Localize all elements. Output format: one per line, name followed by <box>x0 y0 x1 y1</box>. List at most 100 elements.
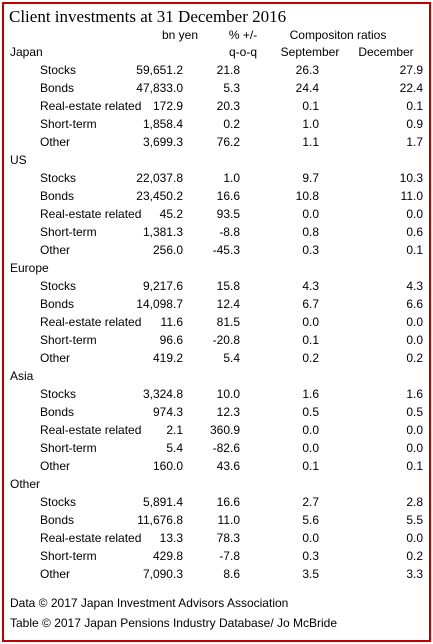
asset-class: Stocks <box>40 279 77 293</box>
december-ratio: 0.0 <box>406 441 423 455</box>
amount: 256.0 <box>152 243 183 257</box>
amount: 3,324.8 <box>142 387 183 401</box>
footnote: Data © 2017 Japan Investment Advisors As… <box>10 596 289 610</box>
september-ratio: 0.0 <box>302 423 319 437</box>
september-ratio: 26.3 <box>295 63 319 77</box>
title: Client investments at 31 December 2016 <box>9 7 287 26</box>
change: -45.3 <box>212 243 240 257</box>
region-name: Other <box>10 477 41 491</box>
december-ratio: 1.6 <box>406 387 423 401</box>
september-ratio: 1.0 <box>302 117 319 131</box>
asset-class: Stocks <box>40 387 77 401</box>
change: -20.8 <box>212 333 240 347</box>
asset-class: Short-term <box>40 333 97 347</box>
change: 93.5 <box>216 207 240 221</box>
amount: 45.2 <box>159 207 183 221</box>
change: -8.8 <box>219 225 240 239</box>
december-ratio: 0.0 <box>406 333 423 347</box>
september-ratio: 5.6 <box>302 513 319 527</box>
change: 43.6 <box>216 459 240 473</box>
change: 16.6 <box>216 189 240 203</box>
december-ratio: 0.0 <box>406 207 423 221</box>
september-ratio: 0.8 <box>302 225 319 239</box>
asset-class: Other <box>40 243 71 257</box>
change: 8.6 <box>223 567 240 581</box>
september-header: September <box>280 45 340 59</box>
change: -7.8 <box>219 549 240 563</box>
amount: 1,858.4 <box>142 117 183 131</box>
amount: 59,651.2 <box>136 63 183 77</box>
asset-class: Stocks <box>40 63 77 77</box>
asset-class: Bonds <box>40 81 75 95</box>
amount: 5.4 <box>166 441 183 455</box>
amount: 96.6 <box>159 333 183 347</box>
change-basis-header: q-o-q <box>228 45 257 59</box>
region-name: US <box>10 153 27 167</box>
change: 5.4 <box>223 351 240 365</box>
ratios-header: Compositon ratios <box>289 28 387 42</box>
amount: 3,699.3 <box>142 135 183 149</box>
amount: 47,833.0 <box>136 81 183 95</box>
asset-class: Short-term <box>40 441 97 455</box>
change: 10.0 <box>216 387 240 401</box>
amount: 429.8 <box>152 549 183 563</box>
december-ratio: 0.1 <box>406 243 423 257</box>
change: 15.8 <box>216 279 240 293</box>
december-ratio: 0.6 <box>406 225 423 239</box>
december-ratio: 11.0 <box>400 189 423 203</box>
change: -82.6 <box>212 441 240 455</box>
september-ratio: 0.3 <box>302 243 319 257</box>
asset-class: Real-estate related <box>40 423 142 437</box>
september-ratio: 9.7 <box>302 171 319 185</box>
change: 21.8 <box>216 63 240 77</box>
september-ratio: 3.5 <box>302 567 319 581</box>
asset-class: Short-term <box>40 225 97 239</box>
change: 11.0 <box>217 513 240 527</box>
september-ratio: 0.0 <box>302 531 319 545</box>
asset-class: Real-estate related <box>40 531 142 545</box>
september-ratio: 4.3 <box>302 279 319 293</box>
september-ratio: 0.0 <box>302 315 319 329</box>
amount: 14,098.7 <box>136 297 183 311</box>
footnote: Table © 2017 Japan Pensions Industry Dat… <box>10 616 338 630</box>
change: 5.3 <box>223 81 240 95</box>
asset-class: Bonds <box>40 189 75 203</box>
change: 1.0 <box>223 171 240 185</box>
asset-class: Other <box>40 135 71 149</box>
september-ratio: 0.0 <box>302 207 319 221</box>
december-ratio: 5.5 <box>406 513 423 527</box>
asset-class: Stocks <box>40 171 77 185</box>
december-ratio: 0.0 <box>406 315 423 329</box>
asset-class: Other <box>40 351 71 365</box>
asset-class: Real-estate related <box>40 99 142 113</box>
amount: 172.9 <box>152 99 183 113</box>
september-ratio: 10.8 <box>295 189 319 203</box>
september-ratio: 0.0 <box>302 441 319 455</box>
change: 0.2 <box>223 117 240 131</box>
december-ratio: 0.9 <box>406 117 423 131</box>
december-ratio: 4.3 <box>406 279 423 293</box>
amount: 974.3 <box>152 405 183 419</box>
december-ratio: 10.3 <box>399 171 423 185</box>
september-ratio: 0.1 <box>302 99 319 113</box>
asset-class: Bonds <box>40 513 75 527</box>
september-ratio: 2.7 <box>302 495 319 509</box>
september-ratio: 0.3 <box>302 549 319 563</box>
september-ratio: 0.1 <box>302 333 319 347</box>
asset-class: Other <box>40 459 71 473</box>
december-ratio: 0.5 <box>406 405 423 419</box>
december-ratio: 2.8 <box>406 495 423 509</box>
amount: 9,217.6 <box>142 279 183 293</box>
september-ratio: 1.6 <box>302 387 319 401</box>
asset-class: Short-term <box>40 117 97 131</box>
december-ratio: 0.0 <box>406 531 423 545</box>
december-ratio: 27.9 <box>399 63 423 77</box>
amount: 2.1 <box>166 423 183 437</box>
region-name: Europe <box>10 261 49 275</box>
amount: 11.6 <box>160 315 183 329</box>
amount: 13.3 <box>159 531 183 545</box>
amount: 22,037.8 <box>136 171 183 185</box>
change: 16.6 <box>216 495 240 509</box>
december-ratio: 0.1 <box>406 459 423 473</box>
